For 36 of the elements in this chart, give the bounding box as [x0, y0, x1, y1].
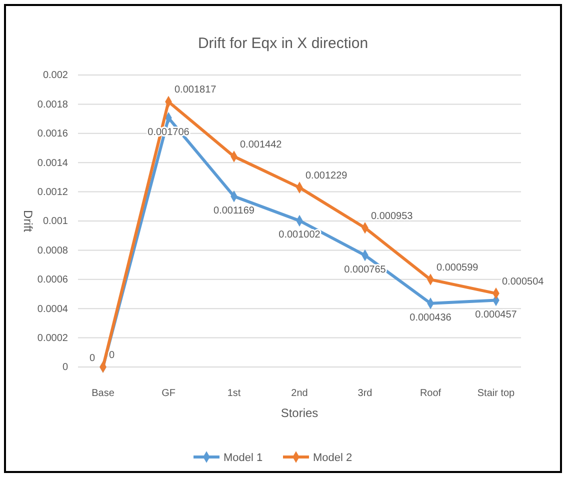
x-axis-title: Stories: [280, 406, 318, 420]
y-tick-label: 0.0012: [37, 187, 68, 198]
data-label: 0.000504: [502, 276, 544, 288]
legend-label: Model 1: [224, 452, 263, 464]
data-label: 0.000436: [410, 312, 452, 324]
x-tick-label: GF: [162, 388, 176, 400]
y-tick-label: 0.0014: [37, 158, 68, 169]
y-tick-label: 0: [62, 362, 68, 374]
data-label: 0: [109, 350, 115, 361]
x-tick-label: Base: [92, 388, 115, 400]
y-tick-label: 0.0002: [37, 333, 68, 344]
data-label: 0: [89, 353, 96, 364]
x-tick-label: 1st: [227, 388, 241, 400]
data-label: 0.000599: [436, 262, 479, 274]
y-tick-label: 0.002: [42, 70, 68, 82]
data-label: 0.001442: [240, 139, 282, 150]
data-label: 0.000457: [475, 309, 518, 320]
y-tick-label: 0.001: [42, 216, 68, 228]
y-tick-label: 0.0006: [37, 274, 68, 286]
y-tick-label: 0.0018: [37, 99, 68, 110]
y-tick-label: 0.0016: [37, 128, 68, 140]
chart-title: Drift for Eqx in X direction: [198, 35, 368, 52]
data-label: 0.001002: [278, 230, 321, 241]
y-tick-label: 0.0008: [37, 245, 68, 256]
data-label: 0.001229: [306, 170, 348, 182]
data-label: 0.001817: [174, 84, 217, 96]
data-label: 0.001169: [214, 205, 255, 216]
legend-label: Model 2: [313, 452, 352, 464]
x-tick-label: Roof: [420, 388, 442, 400]
y-axis-title: Drift: [21, 210, 35, 233]
x-tick-label: 2nd: [291, 388, 308, 400]
x-tick-label: 3rd: [358, 388, 372, 400]
data-label: 0.000765: [344, 264, 386, 276]
data-label: 0.000953: [371, 210, 414, 222]
y-tick-label: 0.0004: [37, 304, 68, 315]
x-tick-label: Stair top: [477, 388, 516, 400]
